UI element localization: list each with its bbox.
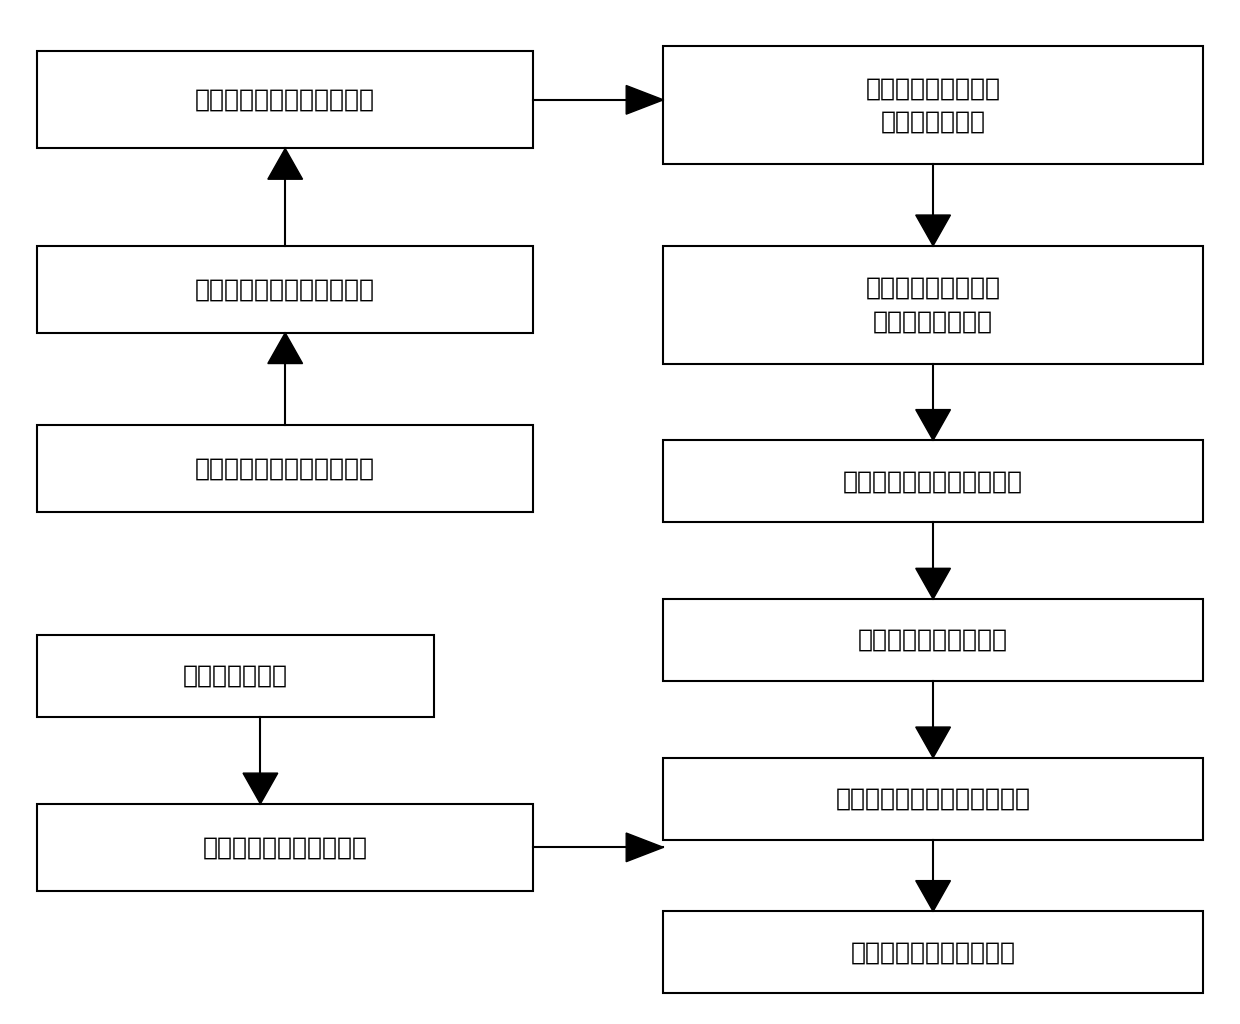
Polygon shape [915, 568, 951, 599]
FancyBboxPatch shape [663, 46, 1203, 164]
FancyBboxPatch shape [37, 635, 434, 717]
FancyBboxPatch shape [663, 440, 1203, 522]
Text: 求解解吸曲线与煤层
瓦斯参数对应关系: 求解解吸曲线与煤层 瓦斯参数对应关系 [866, 275, 1001, 334]
FancyBboxPatch shape [663, 911, 1203, 993]
Polygon shape [626, 834, 663, 862]
Text: 显示器显示煤层瓦斯参数: 显示器显示煤层瓦斯参数 [851, 940, 1016, 965]
Text: 数据整理分析汇总成数据库: 数据整理分析汇总成数据库 [843, 469, 1023, 494]
Text: 流量计采集钻层解吸数据: 流量计采集钻层解吸数据 [202, 836, 368, 859]
Polygon shape [243, 773, 278, 804]
Polygon shape [626, 86, 663, 115]
Polygon shape [915, 410, 951, 440]
Polygon shape [915, 215, 951, 246]
FancyBboxPatch shape [37, 246, 533, 333]
Text: 取井下新鲜煤样运至实验室: 取井下新鲜煤样运至实验室 [195, 457, 376, 480]
Text: 测定煤样的视密度、孔隙率: 测定煤样的视密度、孔隙率 [195, 278, 376, 301]
Text: 粉碎后制成所需粒径的煤样: 粉碎后制成所需粒径的煤样 [195, 88, 376, 112]
FancyBboxPatch shape [663, 758, 1203, 840]
Text: 解析数据与数据库对比、匹配: 解析数据与数据库对比、匹配 [836, 786, 1030, 811]
Polygon shape [915, 727, 951, 758]
Text: 井下煤样罐装煤: 井下煤样罐装煤 [184, 664, 288, 688]
FancyBboxPatch shape [37, 51, 533, 148]
Text: 实验室进行等温吸附
和等温解吸实验: 实验室进行等温吸附 和等温解吸实验 [866, 76, 1001, 134]
Polygon shape [268, 148, 303, 179]
Polygon shape [268, 333, 303, 364]
Polygon shape [915, 881, 951, 911]
Text: 解吸数据传输至单片机: 解吸数据传输至单片机 [858, 628, 1008, 652]
FancyBboxPatch shape [663, 599, 1203, 681]
FancyBboxPatch shape [663, 246, 1203, 364]
FancyBboxPatch shape [37, 804, 533, 891]
FancyBboxPatch shape [37, 425, 533, 512]
